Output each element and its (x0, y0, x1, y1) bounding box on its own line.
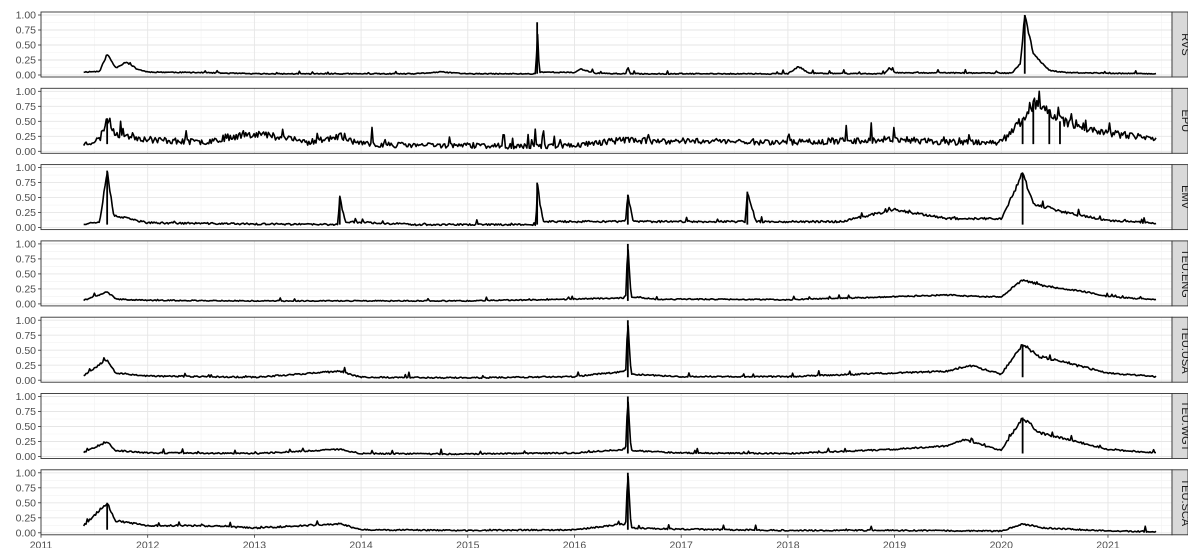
panel-background (41, 12, 1172, 77)
facet-strip (1171, 469, 1188, 536)
facet-label: EMV (1179, 185, 1188, 210)
x-tick-label: 2018 (776, 539, 800, 548)
y-tick-label: 0.75 (16, 25, 37, 37)
series-line (83, 249, 1157, 303)
facet-strip (1171, 87, 1188, 154)
panel-emv: 0.00 0.25 0.50 0.75 1.00 EMV (16, 162, 1188, 234)
facet-strip (1171, 240, 1188, 307)
y-tick-label: 0.25 (16, 284, 37, 296)
x-tick-label: 2020 (990, 539, 1014, 548)
x-tick-label: 2019 (883, 539, 907, 548)
x-tick-label: 2013 (243, 539, 267, 548)
facet-label: TEU.SCA (1179, 478, 1188, 526)
y-tick-label: 0.50 (16, 40, 37, 52)
panel-rvs: 0.00 0.25 0.50 0.75 1.00 RVS (16, 10, 1188, 82)
series-line (83, 171, 1157, 227)
y-tick-label: 0.25 (16, 207, 37, 219)
y-tick-label: 1.00 (16, 162, 37, 174)
y-tick-label: 0.75 (16, 482, 37, 494)
panel-teu-sca: 0.00 0.25 0.50 0.75 1.00 TEU.SCA (16, 467, 1188, 539)
panel-teu-eng: 0.00 0.25 0.50 0.75 1.00 TEU.ENG (16, 239, 1188, 311)
x-tick-label: 2011 (30, 539, 53, 548)
x-tick-label: 2016 (563, 539, 587, 548)
y-tick-label: 0.75 (16, 406, 37, 418)
y-tick-label: 0.50 (16, 345, 37, 357)
y-tick-label: 1.00 (16, 315, 37, 327)
y-tick-label: 0.75 (16, 254, 37, 266)
y-tick-label: 0.50 (16, 497, 37, 509)
y-tick-label: 0.25 (16, 55, 37, 67)
panel-teu-usa: 0.00 0.25 0.50 0.75 1.00 TEU.USA (16, 315, 1188, 387)
series-peak (106, 472, 629, 530)
x-tick-label: 2021 (1096, 539, 1120, 548)
facet-label: EPU (1179, 109, 1188, 132)
y-tick-label: 1.00 (16, 86, 37, 98)
facet-label: TEU.WGT (1179, 401, 1188, 452)
y-tick-label: 0.50 (16, 192, 37, 204)
series-line (82, 475, 1157, 533)
y-tick-label: 0.50 (16, 269, 37, 281)
facet-strip (1171, 164, 1188, 231)
y-tick-label: 0.25 (16, 360, 37, 372)
facet-label: TEU.ENG (1179, 249, 1188, 298)
panel-teu-wgt: 0.00 0.25 0.50 0.75 1.00 TEU.WGT (16, 391, 1188, 463)
panel-background (41, 393, 1172, 459)
y-tick-label: 0.25 (16, 512, 37, 524)
y-tick-label: 1.00 (16, 391, 37, 403)
y-tick-label: 0.50 (16, 116, 37, 128)
y-tick-label: 0.25 (16, 436, 37, 448)
facet-label: RVS (1179, 33, 1188, 55)
x-tick-label: 2017 (670, 539, 694, 548)
y-tick-label: 0.00 (16, 527, 37, 539)
y-tick-label: 0.50 (16, 421, 37, 433)
series-peak (626, 396, 1024, 454)
y-tick-label: 0.00 (16, 146, 37, 158)
panel-background (41, 317, 1172, 383)
y-tick-label: 0.00 (16, 70, 37, 82)
y-tick-label: 1.00 (16, 467, 37, 479)
series-line (83, 324, 1157, 380)
panel-epu: 0.00 0.25 0.50 0.75 1.00 EPU (16, 86, 1188, 158)
panel-background (41, 240, 1172, 306)
x-tick-label: 2014 (349, 539, 373, 548)
y-tick-label: 0.00 (16, 375, 37, 387)
x-tick-label: 2012 (136, 539, 160, 548)
series-peak (106, 103, 1061, 145)
series-peak (536, 15, 1026, 74)
series-line (83, 14, 1157, 76)
series-peak (106, 170, 1024, 225)
y-tick-label: 1.00 (16, 10, 37, 22)
y-tick-label: 1.00 (16, 239, 37, 251)
y-tick-label: 0.25 (16, 131, 37, 143)
y-tick-label: 0.75 (16, 177, 37, 189)
y-tick-label: 0.75 (16, 330, 37, 342)
facet-strip (1171, 393, 1188, 459)
facet-label: TEU.USA (1179, 326, 1188, 374)
x-tick-label: 2015 (456, 539, 480, 548)
series-peak (626, 320, 1024, 378)
series-line (83, 401, 1157, 456)
y-tick-label: 0.00 (16, 222, 37, 234)
y-tick-label: 0.75 (16, 101, 37, 113)
x-axis: 2011 2012 2013 2014 2015 2016 2017 2018 2019 2020… (30, 534, 1120, 548)
y-tick-label: 0.00 (16, 299, 37, 311)
facet-strip (1171, 316, 1188, 383)
y-tick-label: 0.00 (16, 451, 37, 463)
series-line (82, 90, 1157, 150)
facet-strip (1171, 11, 1188, 78)
